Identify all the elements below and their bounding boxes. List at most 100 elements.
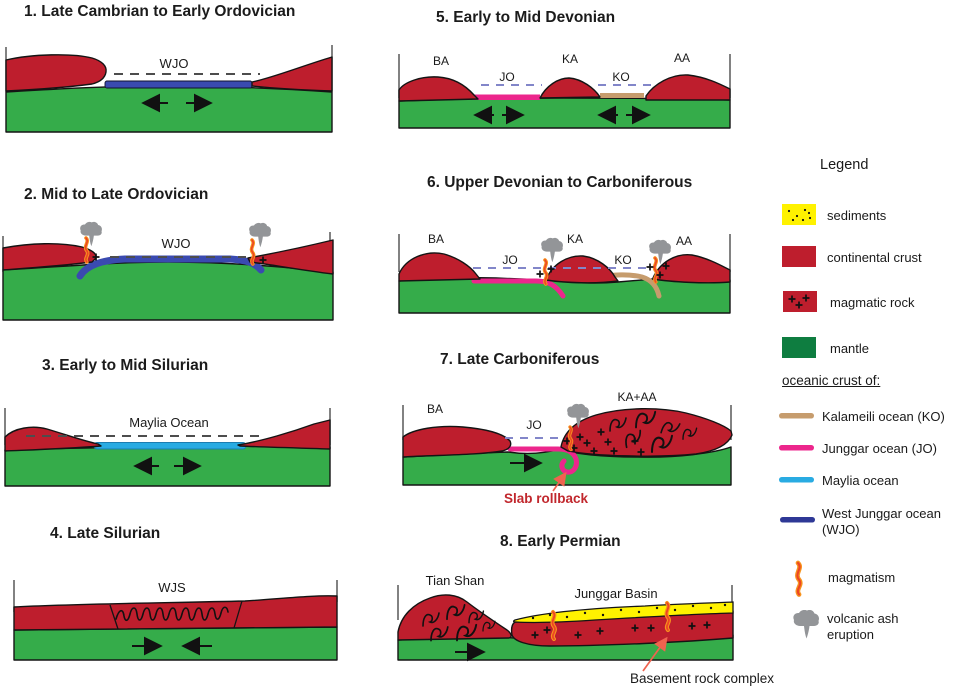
ocean-label-wjo: WJO <box>160 56 189 71</box>
mantle <box>398 97 731 129</box>
magmatic-rock-swatch <box>783 291 817 312</box>
magmatism-icon <box>249 238 256 266</box>
continental-crust-right <box>247 239 334 275</box>
mantle-label: mantle <box>830 341 870 356</box>
ocean-label-wjo: WJO <box>162 236 191 251</box>
sediment-dots <box>531 603 727 620</box>
volcanic-ash-label: volcanic ash eruption <box>827 611 899 642</box>
ocean-label-jo: JO <box>502 253 517 267</box>
panel-4-title: 4. Late Silurian <box>50 525 161 542</box>
panel-8-diagram: Tian Shan Junggar Basin <box>397 573 734 672</box>
sediments-swatch <box>782 204 816 225</box>
panel-3-diagram: Maylia Ocean <box>4 408 331 487</box>
slab-rollback-label: Slab rollback <box>504 491 589 506</box>
mantle <box>13 626 338 661</box>
panel-1-title: 1. Late Cambrian to Early Ordovician <box>24 3 296 20</box>
kalameili-ocean-swatch <box>779 413 814 419</box>
sediments-layer <box>512 601 734 624</box>
continental-crust-left <box>5 54 107 92</box>
ocean-label-ko: KO <box>612 70 629 84</box>
maylia-ocean-label: Maylia ocean <box>822 473 899 488</box>
panel-2-diagram: WJO <box>2 221 334 321</box>
west-junggar-ocean-swatch <box>780 517 815 523</box>
tian-shan-mountain <box>397 594 512 641</box>
mantle <box>5 85 333 133</box>
oceanic-crust-wjo-subducting <box>76 255 265 280</box>
continental-crust-left <box>2 243 97 271</box>
continental-crust-ka <box>545 255 619 284</box>
continental-crust-aa <box>652 254 731 284</box>
volcanic-ash-cloud-icon <box>793 610 820 639</box>
continental-crust-swatch <box>782 246 816 267</box>
panel-7-diagram: BA JO KA+AA Slab rollback <box>402 390 733 506</box>
junggar-basin-label: Junggar Basin <box>574 586 657 601</box>
basement-rock-label: Basement rock complex <box>630 671 775 686</box>
panel-5-diagram: BA JO KA KO AA <box>398 51 731 129</box>
oceanic-crust-wjo <box>104 80 253 89</box>
terrane-label-ka: KA <box>562 52 578 66</box>
panel-2-title: 2. Mid to Late Ordovician <box>24 186 209 203</box>
ocean-label-jo: JO <box>526 418 541 432</box>
junggar-ocean-label: Junggar ocean (JO) <box>822 441 937 456</box>
continental-crust-ka-aa <box>560 408 733 457</box>
suture-boundaries <box>109 600 243 630</box>
maylia-ocean-swatch <box>779 477 814 483</box>
panel-6-title: 6. Upper Devonian to Carboniferous <box>427 174 693 191</box>
oceanic-crust-heading: oceanic crust of: <box>782 373 881 388</box>
terrane-label-aa: AA <box>676 234 692 248</box>
continental-crust-ba <box>398 76 479 102</box>
oceanic-crust-ko <box>600 93 644 98</box>
magmatism-icon <box>567 425 574 452</box>
terrane-label-ba: BA <box>433 54 449 68</box>
plus-mark <box>535 269 545 279</box>
mantle-swatch <box>782 337 816 358</box>
continental-crust-ba <box>402 425 512 458</box>
volcanic-ash-cloud-icon <box>80 221 102 247</box>
terrane-label-ka: KA <box>567 232 583 246</box>
magmatism-icon <box>83 236 90 264</box>
continental-crust-aa <box>645 74 731 101</box>
terrane-label-aa: AA <box>674 51 690 65</box>
sediments-label: sediments <box>827 208 887 223</box>
magmatism-icon <box>652 256 659 284</box>
oceanic-crust-jo-subducting <box>471 278 566 299</box>
oceanic-crust-maylia <box>93 442 247 450</box>
panel-7-title: 7. Late Carboniferous <box>440 351 600 368</box>
fold-marks <box>115 606 229 622</box>
panel-5-title: 5. Early to Mid Devonian <box>436 9 616 26</box>
terrane-label-ka-aa: KA+AA <box>617 390 656 404</box>
kalameili-ocean-label: Kalameili ocean (KO) <box>822 409 945 424</box>
ocean-label-jo: JO <box>499 70 514 84</box>
continental-crust-left <box>4 426 102 452</box>
tian-shan-label: Tian Shan <box>426 573 485 588</box>
continental-crust-right <box>251 56 333 92</box>
slab-rollback-pointer <box>552 471 567 492</box>
magmatic-rock-label: magmatic rock <box>830 295 915 310</box>
panel-6-diagram: BA JO KA KO AA <box>398 232 731 314</box>
basement-pointer <box>642 636 668 672</box>
plus-mark <box>645 262 655 272</box>
section-edge-ticks <box>398 234 731 272</box>
magmatism-icon <box>790 560 814 600</box>
panel-1-diagram: WJO <box>5 45 333 133</box>
terrane-label-ba: BA <box>427 402 443 416</box>
west-junggar-ocean-label: West Junggar ocean (WJO) <box>822 506 941 537</box>
continental-crust-ka <box>539 77 601 99</box>
mantle <box>4 445 331 487</box>
suture-label-wjs: WJS <box>158 580 186 595</box>
magmatism-icon <box>666 603 668 630</box>
ocean-label-maylia: Maylia Ocean <box>129 415 208 430</box>
ocean-label-ko: KO <box>614 253 631 267</box>
magmatism-icon <box>542 258 549 286</box>
panel-3-title: 3. Early to Mid Silurian <box>42 357 209 374</box>
terrane-label-ba: BA <box>428 232 444 246</box>
panel-8-title: 8. Early Permian <box>500 533 621 550</box>
continental-crust-ba <box>398 252 481 282</box>
junggar-ocean-swatch <box>779 445 814 451</box>
magmatism-icon <box>552 612 554 639</box>
continental-crust-label: continental crust <box>827 250 922 265</box>
oceanic-crust-jo <box>472 94 540 100</box>
continental-crust-right <box>237 419 331 450</box>
legend-title: Legend <box>820 157 869 173</box>
